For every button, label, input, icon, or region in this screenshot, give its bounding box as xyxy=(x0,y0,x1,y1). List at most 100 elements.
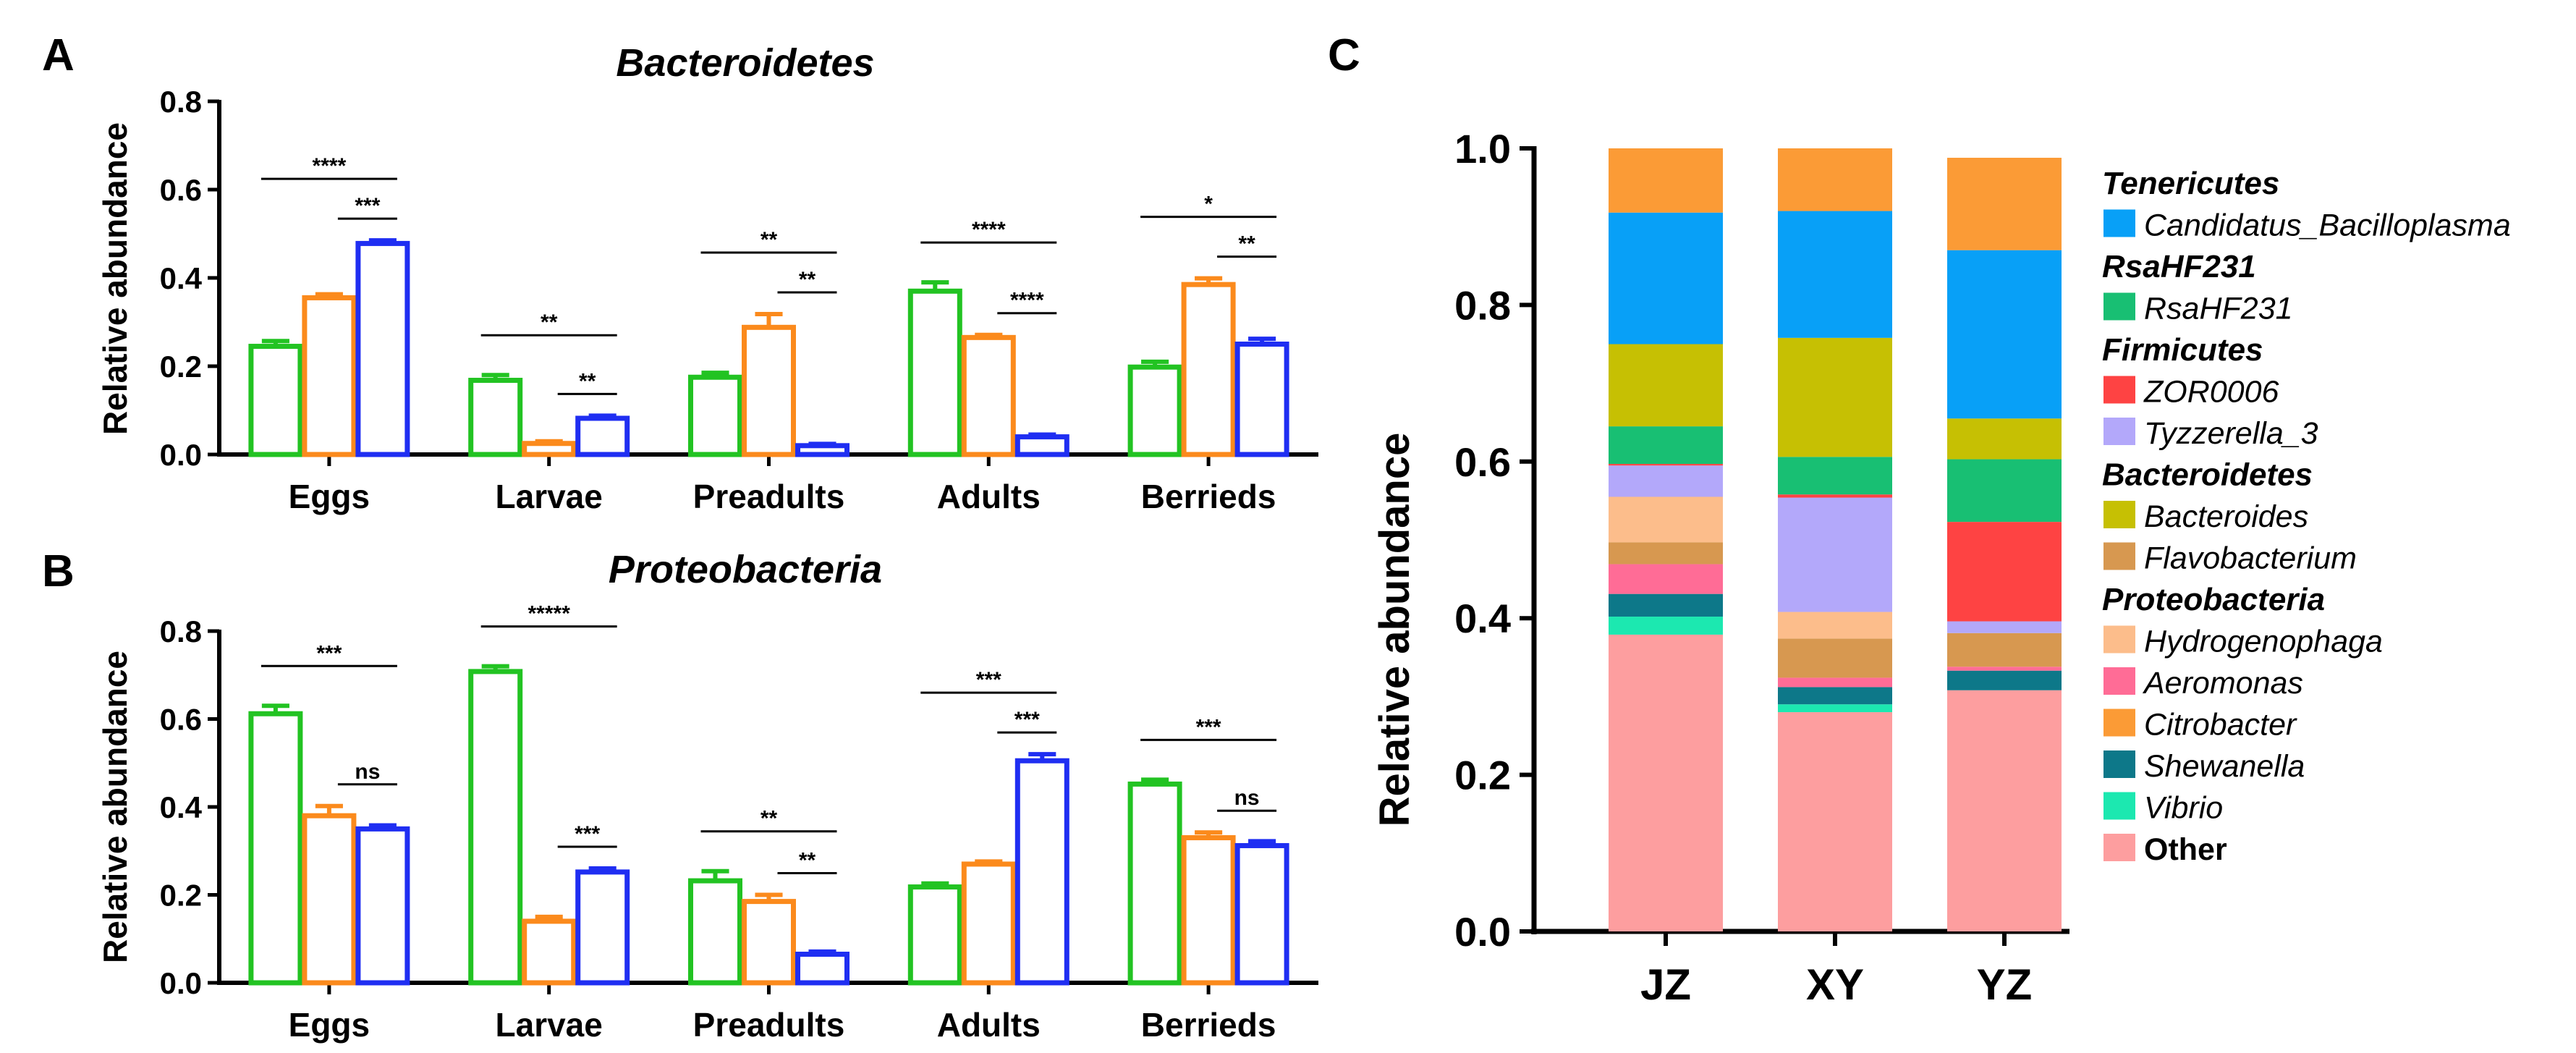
chart-c-legend-header: Tenericutes xyxy=(2102,166,2279,201)
chart-c-legend-item: Flavobacterium xyxy=(2144,541,2357,576)
chart-c-segment-citrobacter xyxy=(1609,148,1723,213)
chart-b-ytick-label: 0.4 xyxy=(160,790,203,824)
chart-c-segment-citrobacter xyxy=(1947,157,2062,250)
chart-b-bar-green xyxy=(1127,781,1182,986)
chart-b-sig-label: *** xyxy=(316,641,342,665)
chart-c-segment-zor0006 xyxy=(1778,494,1892,498)
chart-b-xtick-label: Eggs xyxy=(289,1006,370,1044)
chart-a-bar-green xyxy=(248,344,303,457)
chart-a-bar-green xyxy=(468,378,523,457)
chart-c-ytick-label: 0.4 xyxy=(1454,596,1511,641)
chart-b-ytick-label: 0.2 xyxy=(160,879,202,913)
chart-c-legend-item: Aeromonas xyxy=(2142,666,2303,701)
chart-b-sig-label: *** xyxy=(575,822,600,846)
chart-c-legend-item: ZOR0006 xyxy=(2143,375,2279,410)
chart-a-sig-label: **** xyxy=(313,154,347,178)
chart-b-ytick-label: 0.0 xyxy=(160,966,202,1000)
chart-a-bar-orange xyxy=(742,324,796,457)
chart-c-segment-shewanella xyxy=(1609,593,1723,617)
chart-b-bar-blue xyxy=(1234,842,1289,986)
chart-c-segment-bacteroides xyxy=(1947,418,2062,460)
chart-c-legend-swatch-hydrogenophaga xyxy=(2103,625,2135,654)
chart-a-bar-blue xyxy=(355,240,410,457)
chart-c-legend-header: Proteobacteria xyxy=(2102,582,2325,617)
chart-c-segment-zor0006 xyxy=(1609,464,1723,466)
chart-b-bar-orange xyxy=(961,861,1016,986)
chart-c-legend-item: Hydrogenophaga xyxy=(2144,625,2383,659)
chart-c-ytick-label: 1.0 xyxy=(1454,126,1511,172)
chart-a-sig-label: ** xyxy=(1238,232,1255,256)
chart-b-ytick-label: 0.8 xyxy=(160,614,202,648)
chart-b-sig-label: *** xyxy=(1014,708,1040,732)
chart-c-legend-swatch-vibrio xyxy=(2103,792,2135,820)
chart-c-legend-swatch-shewanella xyxy=(2103,750,2135,778)
chart-c-legend-swatch-aeromonas xyxy=(2103,667,2135,695)
chart-c-segment-aeromonas xyxy=(1609,564,1723,594)
chart-a-ytick-label: 0.2 xyxy=(160,350,202,384)
chart-c-segment-shewanella xyxy=(1778,687,1892,705)
chart-c-segment-rsahf231 xyxy=(1778,457,1892,495)
chart-c-segment-zor0006 xyxy=(1947,522,2062,622)
chart-a-bar-green xyxy=(907,288,962,457)
chart-c-segment-tyzzerella_3 xyxy=(1609,465,1723,497)
chart-c-legend-item: Candidatus_Bacilloplasma xyxy=(2144,208,2511,243)
chart-a-bar-green xyxy=(688,374,742,457)
chart-b-bar-green xyxy=(907,884,962,986)
chart-a-xtick-label: Preadults xyxy=(693,478,845,515)
chart-c-ytick-label: 0.2 xyxy=(1454,753,1511,798)
chart-c-legend-item: Citrobacter xyxy=(2144,708,2297,743)
chart-c-ytick-label: 0.6 xyxy=(1454,439,1511,485)
chart-c-legend-swatch-tyzzerella_3 xyxy=(2103,418,2135,445)
chart-a-sig-label: ** xyxy=(799,268,816,292)
chart-c-segment-other xyxy=(1609,634,1723,931)
chart-a-title: Bacteroidetes xyxy=(616,41,874,85)
chart-c-legend-swatch-candidatus_bacilloplasma xyxy=(2103,209,2135,237)
chart-a-bar-orange xyxy=(302,295,357,457)
chart-c-legend-header: Bacteroidetes xyxy=(2102,457,2313,493)
chart-c-segment-rsahf231 xyxy=(1609,426,1723,465)
chart-c-segment-flavobacterium xyxy=(1609,542,1723,564)
chart-c-segment-candidatus_bacilloplasma xyxy=(1947,250,2062,419)
chart-a-ytick-label: 0.8 xyxy=(160,85,202,119)
chart-c-legend-swatch-citrobacter xyxy=(2103,709,2135,737)
chart-c-segment-hydrogenophaga xyxy=(1609,496,1723,543)
chart-c-legend-item: Bacteroides xyxy=(2144,499,2308,534)
chart-c-legend-swatch-bacteroides xyxy=(2103,501,2135,528)
chart-b-xtick-label: Preadults xyxy=(693,1006,845,1044)
chart-a-xtick-label: Adults xyxy=(937,478,1041,515)
chart-b-bar-blue xyxy=(575,869,630,986)
chart-a-ylabel: Relative abundance xyxy=(96,122,134,435)
chart-a-bar-blue xyxy=(575,415,630,457)
chart-b-bar-green xyxy=(468,669,523,986)
chart-a-xtick-label: Larvae xyxy=(496,478,603,515)
chart-c-legend-swatch-flavobacterium xyxy=(2103,542,2135,570)
chart-c-segment-candidatus_bacilloplasma xyxy=(1609,212,1723,344)
chart-b-ytick-label: 0.6 xyxy=(160,703,202,737)
chart-c-segment-aeromonas xyxy=(1947,667,2062,671)
chart-b-bar-orange xyxy=(742,899,796,986)
chart-c-legend-item: Other xyxy=(2144,832,2227,867)
chart-c-segment-shewanella xyxy=(1947,670,2062,690)
chart-b-bar-blue xyxy=(355,826,410,986)
chart-c-legend-swatch-rsahf231 xyxy=(2103,292,2135,321)
chart-b-xtick-label: Larvae xyxy=(496,1006,603,1044)
chart-c-segment-tyzzerella_3 xyxy=(1947,621,2062,633)
chart-c-segment-flavobacterium xyxy=(1947,633,2062,667)
chart-c-segment-flavobacterium xyxy=(1778,638,1892,678)
chart-b-xtick-label: Berrieds xyxy=(1141,1006,1276,1044)
chart-a-sig-label: ** xyxy=(579,369,596,393)
chart-b-bar-blue xyxy=(1014,758,1069,986)
chart-b-bar-green xyxy=(248,711,303,986)
chart-b-sig-label: *** xyxy=(1196,715,1221,739)
chart-b-sig-label: ns xyxy=(1234,786,1260,810)
chart-a-ytick-label: 0.6 xyxy=(160,173,202,207)
chart-c-segment-other xyxy=(1947,690,2062,931)
chart-c-segment-bacteroides xyxy=(1778,337,1892,457)
chart-a-ytick-label: 0.0 xyxy=(160,438,202,472)
chart-a-bacteroidetes: Bacteroidetes Relative abundance 0.0 0.2 0… xyxy=(96,41,1318,515)
chart-c-segment-citrobacter xyxy=(1778,148,1892,211)
chart-c-legend-item: RsaHF231 xyxy=(2144,292,2293,326)
chart-c-legend-item: Vibrio xyxy=(2144,791,2223,826)
chart-c-ytick-label: 0.0 xyxy=(1454,909,1511,955)
